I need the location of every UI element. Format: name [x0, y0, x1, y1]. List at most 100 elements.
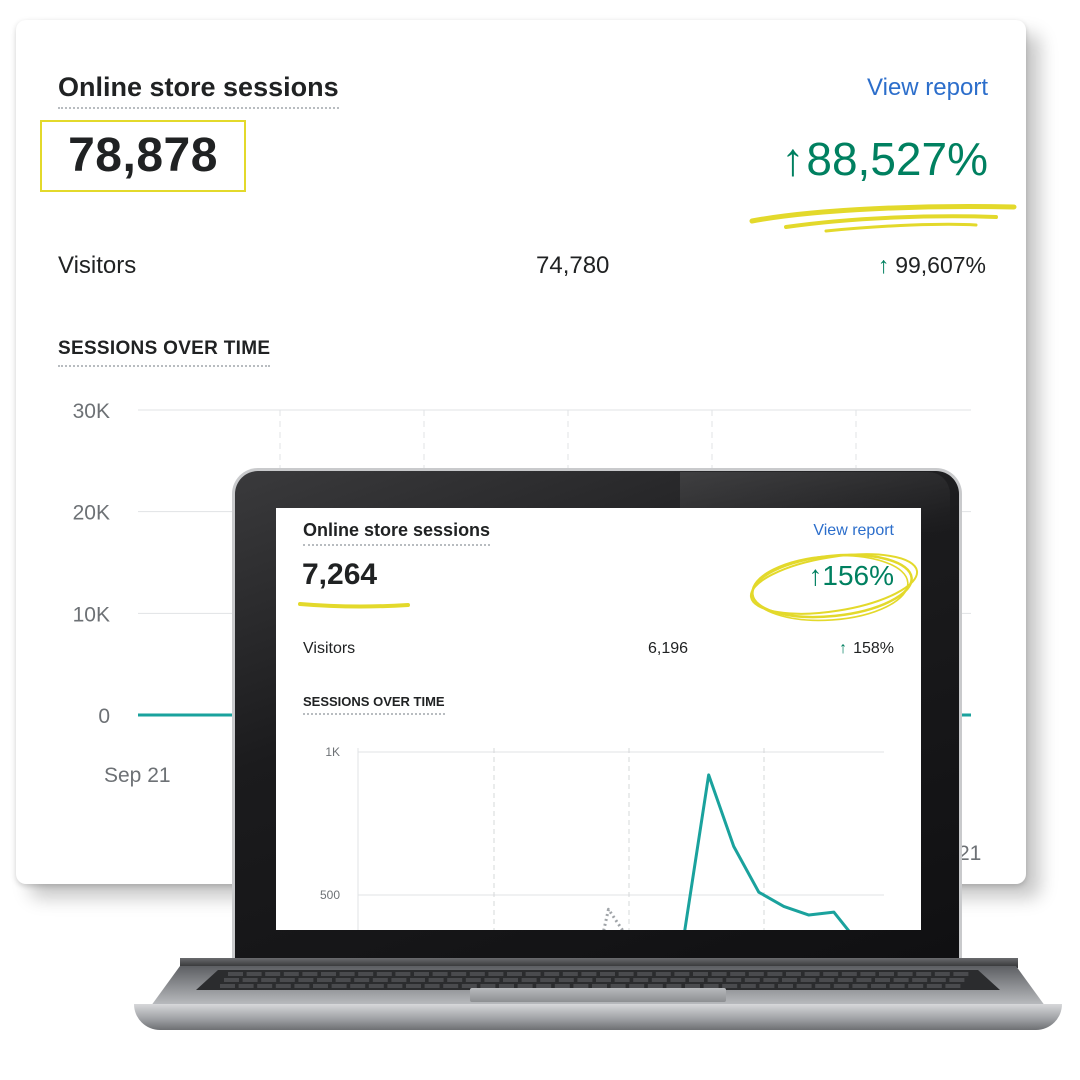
keyboard-key	[796, 984, 812, 988]
keyboard-key	[759, 984, 775, 988]
keyboard-key	[647, 984, 663, 988]
keyboard-key	[711, 972, 727, 976]
screen-total-sessions-value: 7,264	[302, 558, 378, 591]
keyboard-key	[685, 984, 700, 988]
keyboard-key	[469, 972, 485, 976]
keyboard-key	[860, 972, 876, 976]
y-tick-label: 0	[98, 705, 110, 728]
keyboard-key	[786, 972, 801, 976]
up-arrow-icon: ↑	[839, 640, 848, 657]
up-arrow-icon: ↑	[877, 252, 890, 278]
keyboard-key	[637, 972, 653, 976]
keyboard-key	[558, 978, 574, 982]
keyboard-key	[744, 978, 760, 982]
keyboard-key	[224, 978, 239, 982]
keyboard-key	[833, 984, 849, 988]
keyboard-key	[689, 978, 704, 982]
keyboard-key	[499, 984, 514, 988]
keyboard-key	[767, 972, 783, 976]
keyboard-key	[629, 984, 645, 988]
keyboard-key	[908, 984, 924, 988]
keyboard-key	[376, 972, 392, 976]
keyboard-key	[265, 972, 281, 976]
keyboard-key	[856, 978, 872, 982]
keyboard-key	[730, 972, 746, 976]
keyboard-key	[358, 972, 374, 976]
keyboard-key	[242, 978, 258, 982]
sessions-series-line	[683, 773, 851, 930]
keyboard-key	[461, 984, 477, 988]
keyboard-key	[302, 972, 318, 976]
keyboard-key	[804, 972, 820, 976]
keyboard-key	[740, 984, 756, 988]
keyboard-key	[879, 972, 894, 976]
keyboard-key	[443, 984, 459, 988]
keyboard-key	[841, 972, 857, 976]
keyboard-key	[228, 972, 243, 976]
keyboard-key	[693, 972, 708, 976]
keyboard-key	[395, 972, 411, 976]
keyboard-key	[335, 978, 351, 982]
keyboard-key	[507, 972, 522, 976]
screen-visitors-change-value: 158%	[853, 640, 894, 657]
keyboard-key	[889, 984, 905, 988]
keyboard-key	[945, 984, 961, 988]
keyboard-key	[916, 972, 932, 976]
screen-chart-heading: SESSIONS OVER TIME	[303, 694, 445, 715]
keyboard-key	[949, 978, 965, 982]
total-sessions-value: 78,878	[40, 120, 246, 192]
keyboard-key	[391, 978, 407, 982]
keyboard-key	[447, 978, 463, 982]
screen-visitors-label: Visitors	[303, 640, 356, 657]
keyboard-key	[246, 972, 262, 976]
sessions-change-value: 88,527%	[806, 133, 988, 185]
x-tick-label: Sep 21	[104, 764, 171, 787]
up-arrow-icon: ↑	[781, 133, 805, 185]
keyboard-key	[651, 978, 667, 982]
keyboard-key	[503, 978, 518, 982]
y-tick-label: 30K	[73, 400, 110, 423]
y-tick-label: 1K	[325, 745, 340, 759]
keyboard-key	[536, 984, 552, 988]
y-tick-label: 10K	[73, 603, 110, 626]
keyboard-key	[368, 984, 384, 988]
view-report-link[interactable]: View report	[867, 74, 988, 101]
keyboard-key	[707, 978, 723, 982]
keyboard-key	[257, 984, 273, 988]
screen-view-report-link[interactable]: View report	[813, 522, 894, 539]
keyboard-key	[261, 978, 277, 982]
keyboard-key	[465, 978, 481, 982]
up-arrow-icon: ↑	[808, 560, 823, 591]
laptop-screen: Online store sessions View report 7,264 …	[276, 508, 921, 930]
keyboard-key	[953, 972, 969, 976]
chart-heading: SESSIONS OVER TIME	[58, 338, 271, 367]
keyboard-key	[275, 984, 291, 988]
keyboard-key	[703, 984, 719, 988]
keyboard-key	[339, 972, 355, 976]
keyboard-key	[562, 972, 578, 976]
keyboard-key	[525, 972, 541, 976]
sessions-change: ↑88,527%	[781, 132, 988, 186]
keyboard-key	[451, 972, 467, 976]
keyboard-key	[596, 978, 611, 982]
keyboard-key	[517, 984, 533, 988]
keyboard-key	[633, 978, 649, 982]
keyboard-key	[294, 984, 310, 988]
keyboard-key	[897, 972, 913, 976]
keyboard-key	[666, 984, 682, 988]
screen-visitors-value: 6,196	[648, 640, 689, 657]
laptop-base	[134, 1004, 1062, 1030]
keyboard-key	[432, 972, 448, 976]
keyboard-key	[283, 972, 299, 976]
screen-visitors-change: ↑ 158%	[839, 640, 894, 658]
keyboard-key	[926, 984, 942, 988]
keyboard-key	[521, 978, 537, 982]
keyboard-key	[748, 972, 764, 976]
keyboard-key	[279, 978, 295, 982]
keyboard-key	[238, 984, 254, 988]
keyboard-key	[893, 978, 909, 982]
keyboard-key	[837, 978, 853, 982]
trackpad	[470, 988, 726, 1002]
visitors-value: 74,780	[536, 252, 610, 279]
